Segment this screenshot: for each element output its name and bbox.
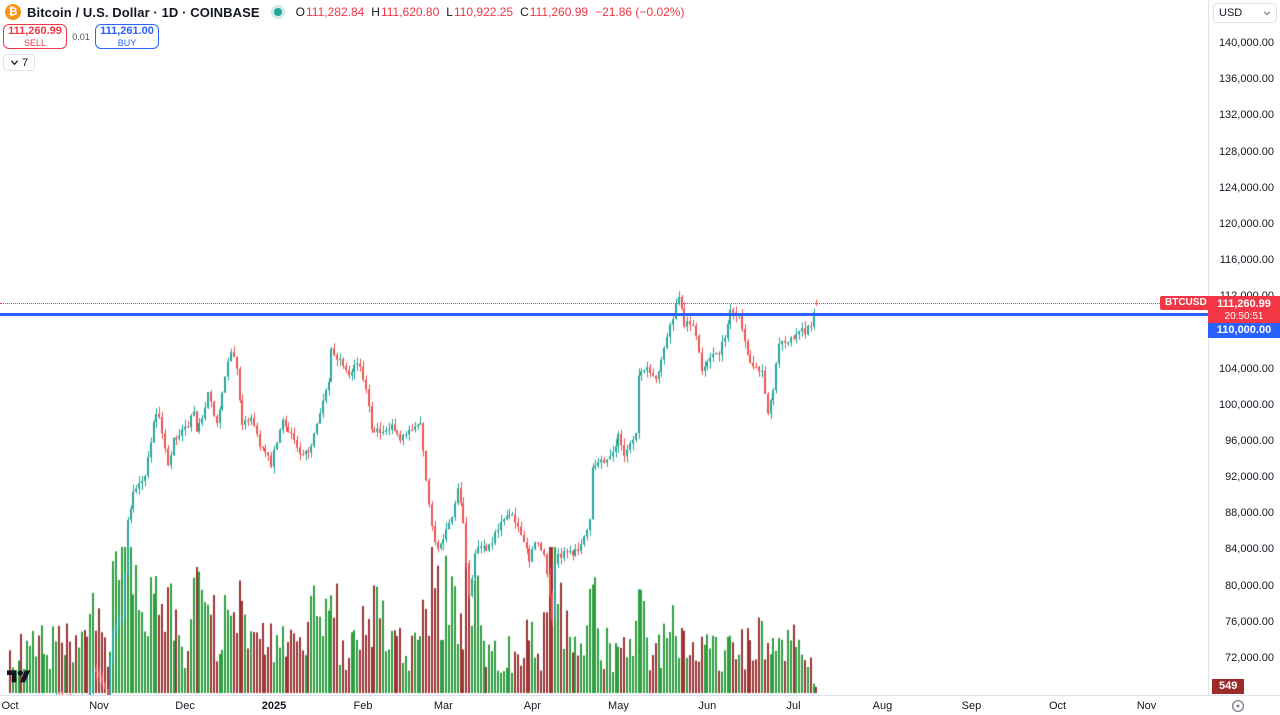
time-axis-tick: Dec [175, 700, 195, 712]
low-value: 110,922.25 [453, 5, 514, 19]
volume-axis-label: 549 [1212, 679, 1245, 694]
time-axis[interactable]: Oct Nov Dec 2025 Feb Mar Apr May Jun Jul Aug Sep Oct… [0, 695, 1280, 715]
close-value: 111,260.99 [529, 5, 589, 19]
object-count: 7 [22, 56, 29, 69]
sell-button[interactable]: 111,260.99 SELL [3, 24, 67, 49]
time-axis-tick: Jul [786, 700, 801, 712]
bar-countdown: 20:50:51 [1224, 311, 1264, 322]
time-axis-tick: Oct [1048, 700, 1067, 712]
time-axis-tick: May [608, 700, 629, 712]
bitcoin-icon: ₿ [5, 4, 21, 20]
buy-price: 111,261.00 [100, 24, 154, 37]
time-axis-tick: Nov [1136, 700, 1157, 712]
price-axis-tick: 76,000.00 [1225, 615, 1274, 628]
open-value: 111,282.84 [306, 5, 365, 19]
price-axis-tick: 120,000.00 [1218, 217, 1274, 230]
ohlc-values: O 111,282.84 H 111,620.80 L 110,922.25 C 111… [296, 5, 685, 19]
open-label: O [295, 5, 306, 19]
sell-label: SELL [23, 37, 47, 48]
price-axis-tick: 140,000.00 [1218, 37, 1274, 49]
time-axis-tick: Aug [872, 700, 893, 712]
object-tree-chip[interactable]: 7 [3, 54, 36, 71]
symbol-legend[interactable]: ₿ Bitcoin / U.S. Dollar · 1D · COINBASE … [5, 4, 684, 20]
last-price-line [0, 303, 1208, 304]
trade-panel: 111,260.99 SELL 0.01 111,261.00 BUY [3, 24, 159, 49]
price-axis-tick: 100,000.00 [1218, 398, 1274, 411]
chevron-down-icon [10, 60, 19, 66]
price-axis-tick: 92,000.00 [1225, 471, 1274, 484]
currency-label: USD [1219, 7, 1243, 19]
sell-price: 111,260.99 [8, 24, 62, 37]
price-chart-canvas[interactable] [0, 0, 1208, 695]
last-price-axis-label: 111,260.99 20:50:51 [1208, 296, 1280, 324]
price-axis[interactable]: USD 140,000.00 136,000.00 132,000.00 128,00… [1208, 0, 1280, 695]
level-price-axis-label: 110,000.00 [1208, 323, 1280, 338]
symbol-tag-label: BTCUSD [1160, 296, 1212, 310]
time-axis-tick: 2025 [261, 700, 287, 712]
spread-value: 0.01 [72, 31, 90, 42]
high-value: 111,620.80 [380, 5, 440, 19]
time-axis-tick: Sep [961, 700, 982, 712]
price-axis-tick: 124,000.00 [1218, 181, 1274, 194]
price-axis-tick: 84,000.00 [1225, 543, 1274, 556]
time-axis-tick: Feb [353, 700, 373, 712]
high-label: H [371, 5, 380, 19]
chevron-down-icon [1263, 11, 1271, 16]
price-axis-tick: 72,000.00 [1225, 651, 1274, 664]
scroll-to-realtime-button[interactable] [1230, 698, 1246, 714]
price-axis-tick: 136,000.00 [1218, 73, 1274, 86]
time-axis-tick: Mar [433, 700, 453, 712]
price-axis-tick: 128,000.00 [1218, 145, 1274, 158]
time-axis-tick: Oct [1, 700, 19, 712]
last-price-value: 111,260.99 [1217, 298, 1271, 310]
price-axis-tick: 80,000.00 [1225, 579, 1274, 592]
market-status-icon[interactable] [273, 8, 282, 16]
price-axis-tick: 96,000.00 [1225, 434, 1274, 447]
target-icon [1231, 699, 1245, 713]
price-axis-tick: 104,000.00 [1218, 362, 1274, 375]
tradingview-logo[interactable] [7, 667, 31, 692]
tradingview-logo-icon [7, 670, 31, 683]
price-axis-tick: 88,000.00 [1225, 507, 1274, 520]
time-axis-tick: Apr [523, 700, 541, 712]
time-axis-tick: Jun [698, 700, 717, 712]
horizontal-level-line[interactable] [0, 313, 1208, 316]
price-axis-tick: 132,000.00 [1218, 109, 1274, 122]
time-axis-tick: Nov [89, 700, 109, 712]
buy-label: BUY [117, 37, 137, 48]
currency-dropdown[interactable]: USD [1213, 3, 1277, 23]
buy-button[interactable]: 111,261.00 BUY [95, 24, 159, 49]
symbol-title[interactable]: Bitcoin / U.S. Dollar · 1D · COINBASE [27, 4, 260, 20]
change-value: −21.86 (−0.02%) [595, 5, 685, 19]
close-label: C [520, 5, 529, 19]
price-axis-tick: 116,000.00 [1219, 254, 1274, 267]
low-label: L [446, 5, 453, 19]
